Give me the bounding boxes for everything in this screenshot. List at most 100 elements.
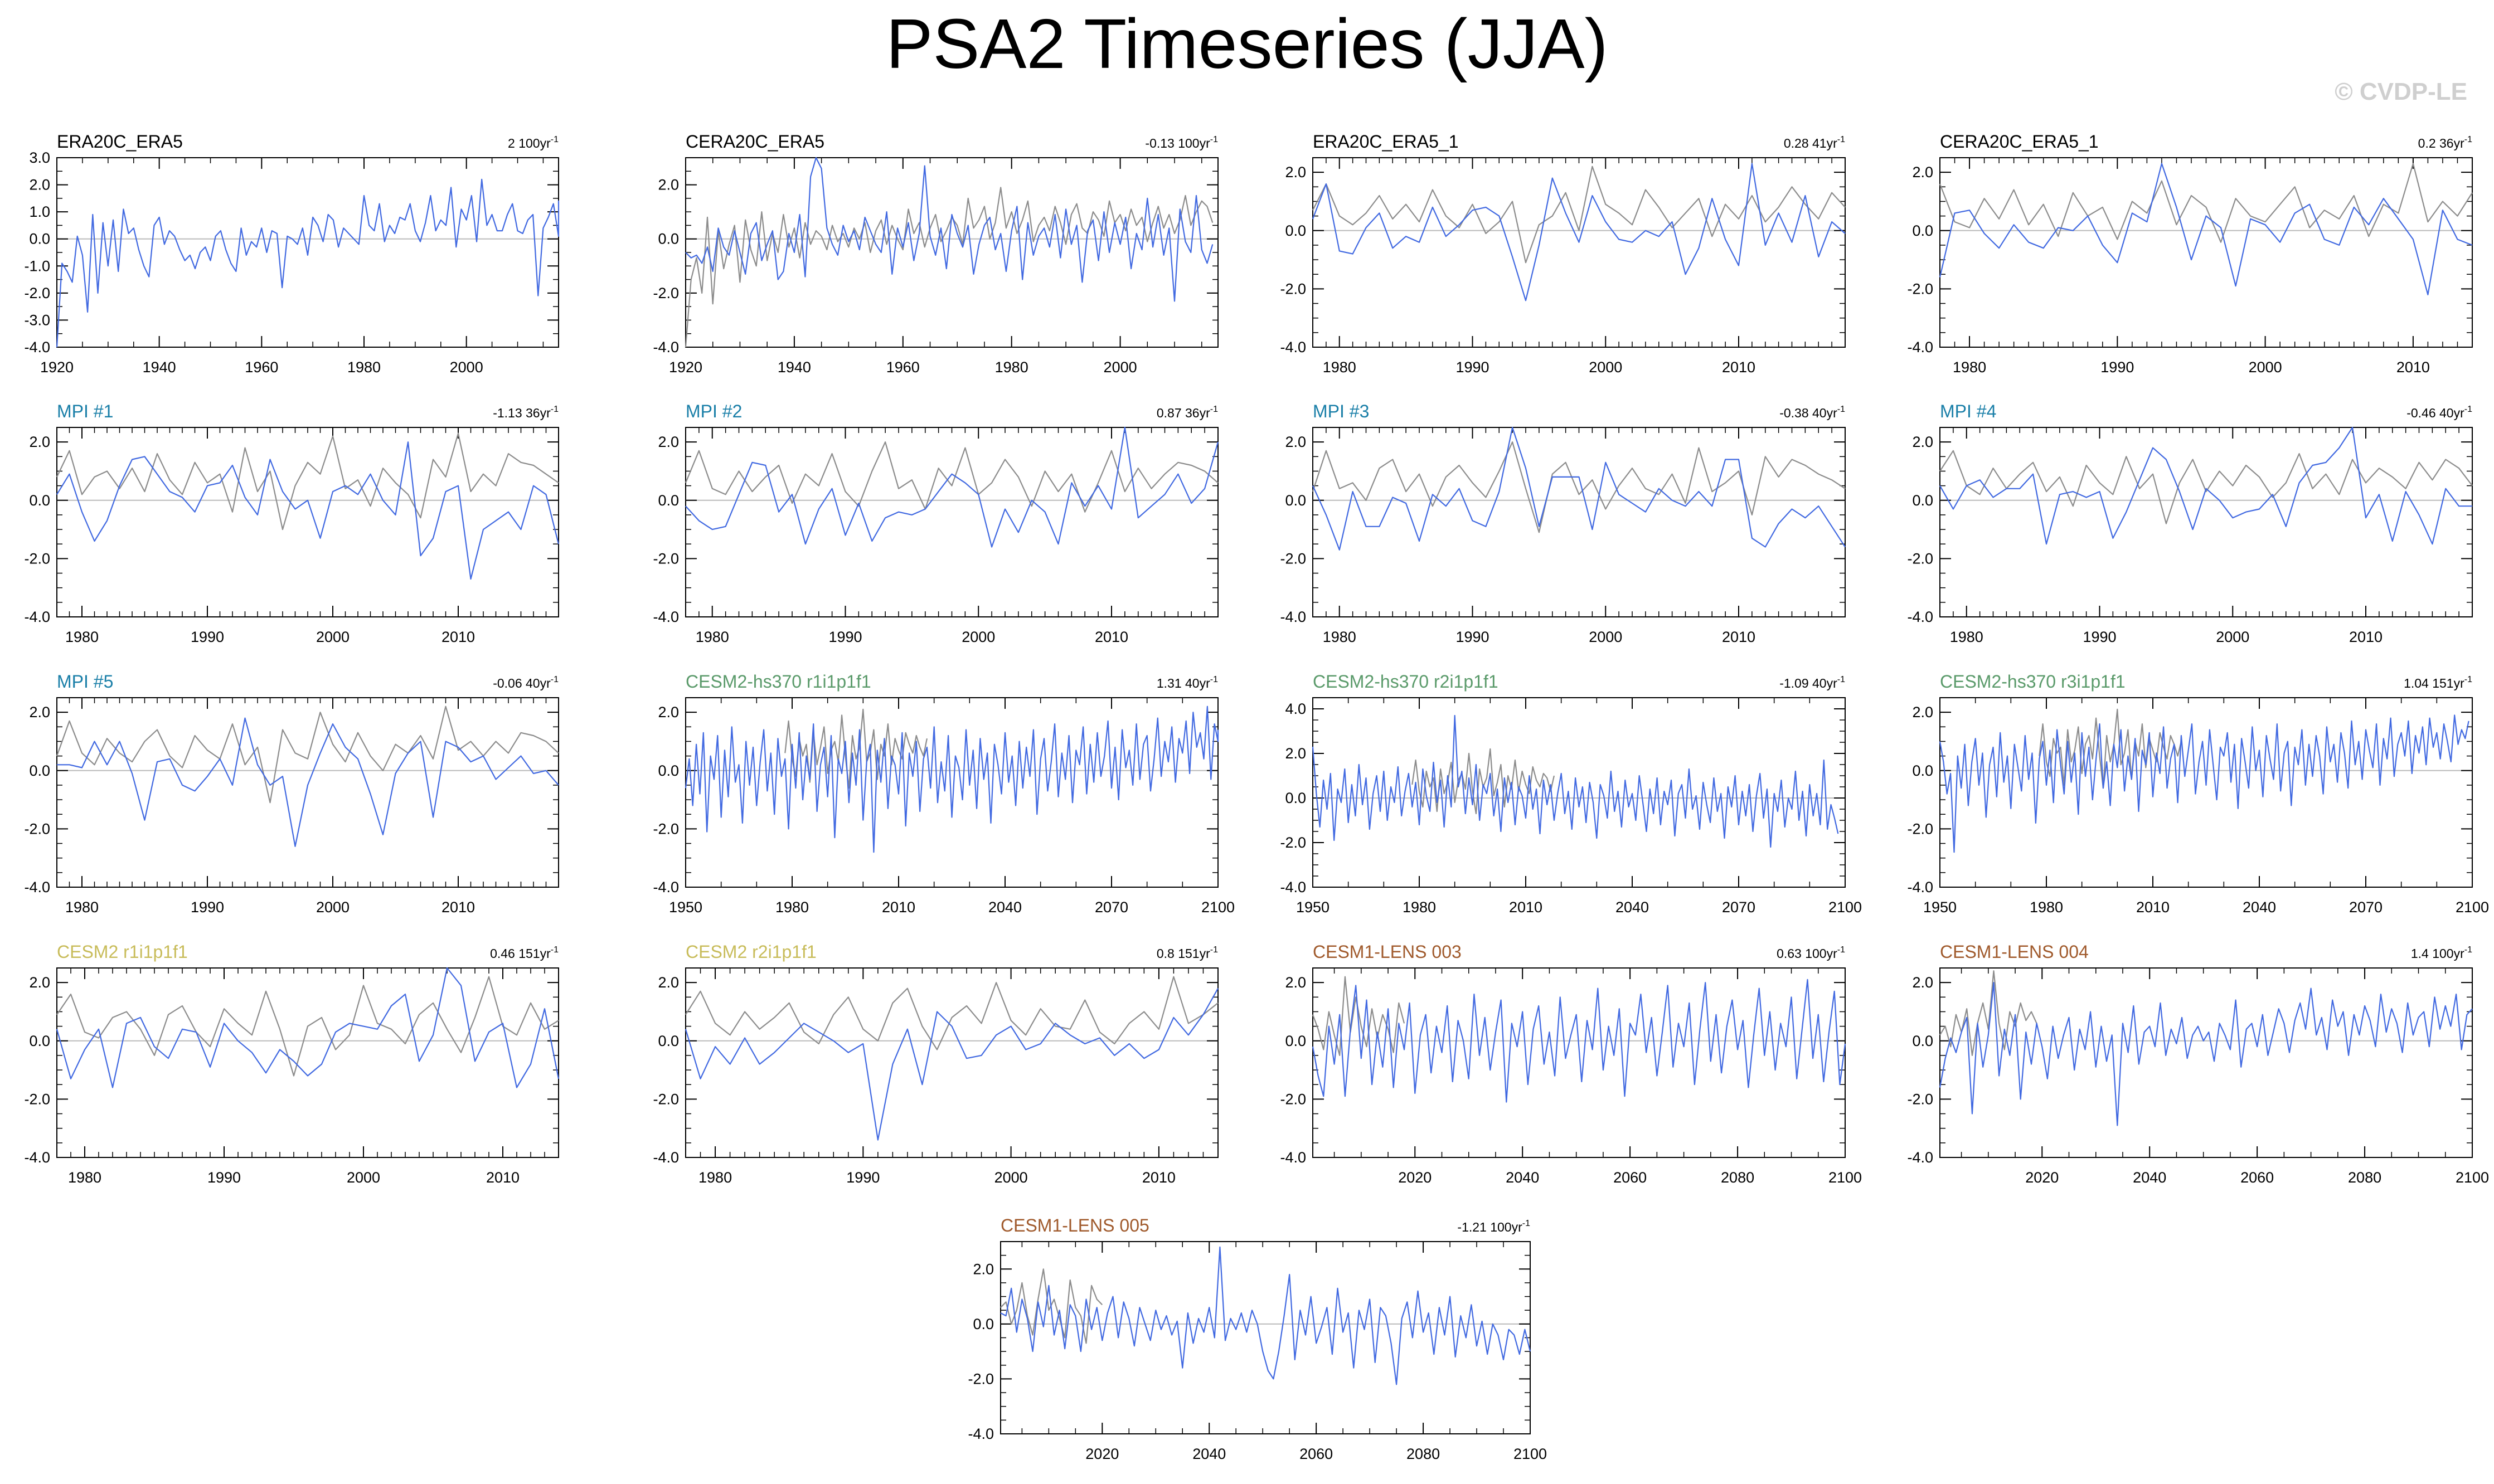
trend-label: -0.13 100yr-1 [1145, 135, 1218, 150]
trend-label: 1.04 151yr-1 [2404, 675, 2472, 690]
y-tick-label: 0.0 [658, 762, 679, 779]
y-tick-label: 2.0 [29, 177, 50, 193]
plot-frame [56, 967, 559, 1158]
panel-12: CESM2-hs370 r3i1p1f1 1.04 151yr-1 1950 1980… [1907, 672, 2489, 916]
model-series-line [56, 178, 560, 348]
x-tick-label: 2100 [1828, 899, 1862, 916]
obs-series-line [1939, 163, 2473, 243]
y-tick-label: -4.0 [1280, 1149, 1306, 1166]
y-tick-label: -4.0 [1907, 879, 1933, 896]
y-tick-label: -4.0 [653, 1149, 679, 1166]
x-tick-label: 2100 [2456, 1169, 2489, 1186]
y-tick-label: -1.0 [24, 257, 50, 274]
panel-title: CERA20C_ERA5 [686, 132, 824, 152]
obs-series-line [2039, 708, 2182, 789]
trend-label: 0.63 100yr-1 [1777, 945, 1845, 961]
x-tick-label: 1940 [778, 359, 811, 376]
x-tick-label: 1990 [191, 899, 224, 916]
y-tick-label: -4.0 [24, 609, 50, 625]
y-tick-label: 0.0 [973, 1316, 994, 1332]
x-tick-label: 2000 [962, 629, 995, 645]
trend-label: -1.21 100yr-1 [1457, 1219, 1530, 1234]
y-tick-label: -4.0 [968, 1425, 994, 1442]
y-tick-label: 0.0 [29, 231, 50, 247]
y-tick-label: -2.0 [1907, 280, 1933, 297]
x-tick-label: 1950 [669, 899, 702, 916]
x-tick-label: 1990 [828, 629, 862, 645]
plot-frame [1312, 697, 1846, 888]
x-tick-label: 1980 [1323, 629, 1356, 645]
y-tick-label: -2.0 [1907, 550, 1933, 567]
x-tick-label: 2100 [2456, 899, 2489, 916]
plot-frame [1939, 967, 2473, 1158]
y-tick-label: -2.0 [1280, 1091, 1306, 1107]
obs-series-line [685, 976, 1219, 1050]
y-tick-label: 0.0 [1285, 790, 1306, 806]
y-tick-label: -2.0 [24, 285, 50, 301]
x-tick-label: 1980 [995, 359, 1028, 376]
x-tick-label: 2080 [1406, 1446, 1440, 1462]
trend-label: 0.46 151yr-1 [490, 945, 559, 961]
y-tick-label: -2.0 [653, 550, 679, 567]
x-tick-label: 1950 [1923, 899, 1957, 916]
x-tick-label: 2040 [2133, 1169, 2166, 1186]
model-series-line [1312, 714, 1839, 848]
x-tick-label: 2060 [2240, 1169, 2274, 1186]
panel-title: CESM2-hs370 r2i1p1f1 [1313, 672, 1498, 692]
y-tick-label: -2.0 [24, 820, 50, 837]
y-tick-label: 2.0 [29, 704, 50, 721]
x-tick-label: 1980 [2030, 899, 2063, 916]
panel-title: ERA20C_ERA5 [57, 132, 183, 152]
x-tick-label: 2080 [1721, 1169, 1754, 1186]
y-tick-label: 0.0 [658, 1033, 679, 1049]
obs-series-line [1312, 976, 1405, 1057]
x-tick-label: 2000 [1104, 359, 1137, 376]
x-tick-label: 2040 [988, 899, 1022, 916]
plot-frame [1312, 967, 1846, 1158]
model-series-line [1312, 979, 1846, 1103]
x-tick-label: 2010 [1509, 899, 1542, 916]
x-tick-label: 1980 [1953, 359, 1986, 376]
obs-series-line [1312, 441, 1846, 533]
y-tick-label: -4.0 [653, 609, 679, 625]
x-tick-label: 2010 [2396, 359, 2430, 376]
y-tick-label: 0.0 [29, 492, 50, 509]
x-tick-label: 2010 [1722, 359, 1755, 376]
y-tick-label: -4.0 [1280, 339, 1306, 356]
y-tick-label: 0.0 [1285, 1033, 1306, 1049]
panel-4: CERA20C_ERA5_1 0.2 36yr-1 1980 1990 2000 2010… [1907, 132, 2473, 376]
y-tick-label: 0.0 [658, 231, 679, 247]
panel-14: CESM2 r2i1p1f1 0.8 151yr-1 1980 1990 2000 201… [653, 942, 1219, 1186]
panel-8: MPI #4 -0.46 40yr-1 1980 1990 2000 2010 2.0 0.0… [1907, 401, 2473, 645]
panel-title: CESM2 r1i1p1f1 [57, 942, 188, 962]
y-tick-label: 4.0 [1285, 700, 1306, 717]
panel-1: ERA20C_ERA5 2 100yr-1 1920 1940 1960 1980 2000… [24, 132, 560, 376]
y-tick-label: -2.0 [968, 1370, 994, 1387]
model-series-line [56, 967, 560, 1088]
x-tick-label: 1920 [40, 359, 74, 376]
panel-13: CESM2 r1i1p1f1 0.46 151yr-1 1980 1990 2000 20… [24, 942, 560, 1186]
trend-label: 0.87 36yr-1 [1157, 405, 1218, 420]
panel-11: CESM2-hs370 r2i1p1f1 -1.09 40yr-1 1950 1980… [1280, 672, 1862, 916]
y-tick-label: 2.0 [29, 974, 50, 991]
plot-frame [1312, 157, 1846, 348]
y-tick-label: -2.0 [24, 550, 50, 567]
x-tick-label: 2000 [316, 629, 350, 645]
x-tick-label: 1980 [1323, 359, 1356, 376]
x-tick-label: 2010 [1722, 629, 1755, 645]
x-tick-label: 2060 [1299, 1446, 1333, 1462]
x-tick-label: 2020 [1398, 1169, 1432, 1186]
x-tick-label: 2010 [441, 629, 475, 645]
x-tick-label: 2080 [2348, 1169, 2381, 1186]
watermark: © CVDP-LE [2335, 78, 2467, 105]
y-tick-label: -2.0 [1280, 834, 1306, 851]
x-tick-label: 2010 [1142, 1169, 1176, 1186]
y-tick-label: 0.0 [658, 492, 679, 509]
obs-series-line [1312, 166, 1846, 264]
y-tick-label: -3.0 [24, 312, 50, 328]
trend-label: -0.38 40yr-1 [1779, 405, 1845, 420]
trend-label: 1.4 100yr-1 [2411, 945, 2472, 961]
x-tick-label: 2040 [1192, 1446, 1226, 1462]
x-tick-label: 1920 [669, 359, 702, 376]
